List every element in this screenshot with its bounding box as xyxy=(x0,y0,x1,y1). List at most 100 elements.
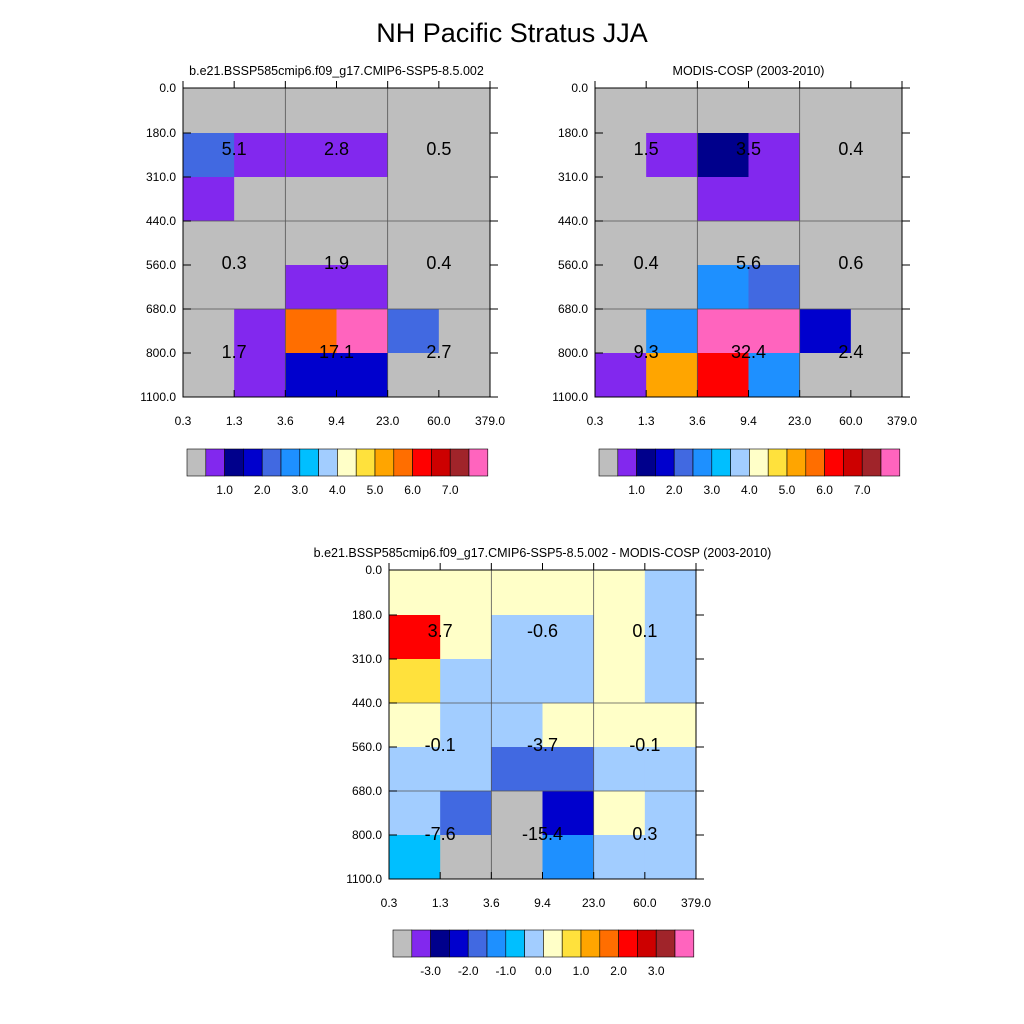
heatmap-cell xyxy=(183,309,235,354)
heatmap-cell xyxy=(183,177,235,222)
box-value-label: 0.4 xyxy=(838,139,863,159)
colorbar-swatch xyxy=(392,929,413,958)
heatmap-cell xyxy=(440,747,492,792)
colorbar-label: 5.0 xyxy=(779,483,796,497)
heatmap-cell xyxy=(850,133,903,178)
y-tick-label: 680.0 xyxy=(352,784,382,798)
colorbar-swatch xyxy=(617,448,637,477)
heatmap-cell xyxy=(234,88,286,134)
colorbar-label: 6.0 xyxy=(816,483,833,497)
box-value-label: 1.7 xyxy=(222,342,247,362)
heatmap-cell xyxy=(595,221,647,266)
box-value-label: -3.7 xyxy=(527,735,558,755)
x-tick-label: 60.0 xyxy=(427,414,451,428)
heatmap-cell xyxy=(748,221,801,266)
y-tick-label: 800.0 xyxy=(352,828,382,842)
heatmap-cell xyxy=(644,659,697,704)
y-tick-label: 0.0 xyxy=(159,81,176,95)
colorbar-swatch xyxy=(261,448,282,477)
heatmap-cell xyxy=(183,265,235,310)
panel-title: b.e21.BSSP585cmip6.f09_g17.CMIP6-SSP5-8.… xyxy=(189,64,484,78)
colorbar-label: 7.0 xyxy=(854,483,871,497)
heatmap-cell xyxy=(234,133,286,178)
heatmap-cell xyxy=(336,177,389,222)
heatmap-cell xyxy=(646,265,698,310)
box-value-label: -0.1 xyxy=(425,735,456,755)
colorbar-label: 1.0 xyxy=(573,964,590,978)
y-tick-label: 310.0 xyxy=(352,652,382,666)
colorbar-swatch xyxy=(355,448,376,477)
colorbar-swatch xyxy=(561,929,582,958)
colorbar-swatch xyxy=(486,929,507,958)
x-tick-label: 60.0 xyxy=(839,414,863,428)
heatmap-cell xyxy=(593,659,646,704)
y-tick-label: 800.0 xyxy=(146,346,176,360)
box-value-label: 3.5 xyxy=(736,139,761,159)
y-tick-label: 560.0 xyxy=(146,258,176,272)
heatmap-cell xyxy=(336,221,389,266)
heatmap-cell xyxy=(644,570,697,616)
heatmap-cell xyxy=(644,615,697,660)
heatmap-cell xyxy=(387,309,440,354)
box-value-label: 0.3 xyxy=(632,824,657,844)
x-tick-label: 23.0 xyxy=(788,414,812,428)
colorbar-swatch xyxy=(280,448,301,477)
y-tick-label: 1100.0 xyxy=(552,390,588,404)
x-tick-label: 0.3 xyxy=(587,414,604,428)
heatmap-cell xyxy=(389,835,441,880)
heatmap-cell xyxy=(183,221,235,266)
heatmap-cell xyxy=(183,133,235,178)
heatmap-cell xyxy=(646,88,698,134)
heatmap-cell xyxy=(438,133,491,178)
y-tick-label: 0.0 xyxy=(571,81,588,95)
colorbar-swatch xyxy=(449,929,469,958)
heatmap-cell xyxy=(234,177,286,222)
heatmap-panel-obs: 0.0 180.0 310.0 440.0 560.0 680.0 800.0 1100.0 0… xyxy=(552,64,917,497)
colorbar-label: 1.0 xyxy=(216,483,233,497)
heatmap-cell xyxy=(850,88,903,134)
heatmap-cell xyxy=(850,265,903,310)
heatmap-cell xyxy=(336,88,389,134)
heatmap-cell xyxy=(234,353,286,398)
heatmap-cell xyxy=(440,703,492,748)
heatmap-panel-diff: 0.0 180.0 310.0 440.0 560.0 680.0 800.0 1100.0 0… xyxy=(314,546,772,978)
y-tick-label: 310.0 xyxy=(146,170,176,184)
colorbar-label: 1.0 xyxy=(628,483,645,497)
heatmap-cell xyxy=(285,221,337,266)
heatmap-cell xyxy=(336,353,389,398)
heatmap-cell xyxy=(491,570,543,616)
heatmap-cell xyxy=(697,221,749,266)
colorbar-swatch xyxy=(637,929,657,958)
heatmap-cell xyxy=(387,353,440,398)
heatmap-panel-model: 0.0 180.0 310.0 440.0 560.0 680.0 800.0 1100.0 0… xyxy=(140,64,505,497)
heatmap-cell xyxy=(595,265,647,310)
heatmap-cell xyxy=(336,133,389,178)
x-tick-label: 1.3 xyxy=(226,414,243,428)
box-value-label: 0.6 xyxy=(838,253,863,273)
heatmap-cell xyxy=(697,133,749,178)
x-tick-label: 1.3 xyxy=(432,896,449,910)
heatmap-cell xyxy=(542,747,595,792)
heatmap-cell xyxy=(491,703,543,748)
box-value-label: 2.8 xyxy=(324,139,349,159)
heatmap-cell xyxy=(387,177,440,222)
x-tick-label: 3.6 xyxy=(483,896,500,910)
box-value-label: 9.3 xyxy=(634,342,659,362)
colorbar-swatch xyxy=(337,448,357,477)
colorbar-swatch xyxy=(243,448,263,477)
heatmap-cell xyxy=(542,570,595,616)
heatmap-cell xyxy=(491,747,543,792)
heatmap-cell xyxy=(183,353,235,398)
box-value-label: -7.6 xyxy=(425,824,456,844)
heatmap-cell xyxy=(697,265,749,310)
y-tick-label: 440.0 xyxy=(352,696,382,710)
x-tick-label: 0.3 xyxy=(381,896,398,910)
heatmap-cell xyxy=(593,747,646,792)
heatmap-cell xyxy=(542,703,595,748)
colorbar-label: 4.0 xyxy=(329,483,346,497)
x-tick-label: 3.6 xyxy=(277,414,294,428)
colorbar-swatch xyxy=(412,448,432,477)
y-tick-label: 310.0 xyxy=(558,170,588,184)
heatmap-cell xyxy=(491,835,543,880)
